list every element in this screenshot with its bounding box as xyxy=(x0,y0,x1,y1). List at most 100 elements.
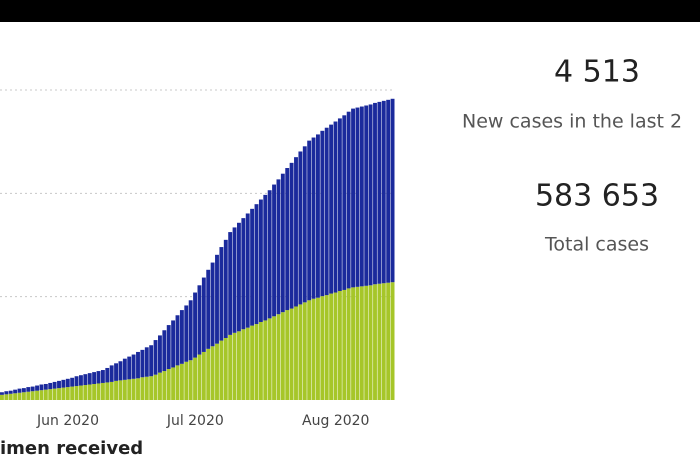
x-tick-label: Jul 2020 xyxy=(166,413,224,429)
bar-segment xyxy=(114,380,118,400)
bar-segment xyxy=(289,162,294,309)
bar-segment xyxy=(188,360,193,400)
bar-segment xyxy=(381,100,386,284)
bar-segment xyxy=(276,314,281,400)
bar-segment xyxy=(26,391,31,400)
bar-segment xyxy=(307,300,312,400)
bar-segment xyxy=(272,184,276,317)
bar-segment xyxy=(13,393,18,400)
bar-segment xyxy=(149,345,154,377)
bar-segment xyxy=(109,365,114,382)
bar-segment xyxy=(166,325,171,369)
bar-segment xyxy=(311,137,316,299)
bar-segment xyxy=(316,297,320,400)
bar-segment xyxy=(241,329,246,400)
bar-segment xyxy=(210,346,215,400)
bar-segment xyxy=(122,358,127,380)
bar-segment xyxy=(324,295,329,400)
bar-segment xyxy=(144,347,149,377)
bar-segment xyxy=(276,179,281,315)
bar-segment xyxy=(100,370,105,383)
bar-segment xyxy=(223,338,228,400)
bar-segment xyxy=(223,239,228,338)
bar-segment xyxy=(258,199,263,322)
bar-segment xyxy=(346,111,351,289)
bar-segment xyxy=(302,302,307,400)
bar-segment xyxy=(57,380,61,389)
bar-segment xyxy=(210,262,215,347)
bar-segment xyxy=(390,98,395,283)
kpi-label: Total cases xyxy=(544,234,649,256)
bar-segment xyxy=(158,372,162,400)
bar-segment xyxy=(158,335,162,373)
bar-segment xyxy=(35,385,39,391)
bar-segment xyxy=(118,361,123,381)
bar-segment xyxy=(206,348,211,400)
bar-segment xyxy=(364,285,369,400)
bar-segment xyxy=(140,349,145,378)
bar-segment xyxy=(136,378,140,400)
bar-segment xyxy=(17,388,22,393)
bar-segment xyxy=(52,381,57,389)
bar-segment xyxy=(386,282,391,400)
bar-segment xyxy=(250,208,255,326)
bar-segment xyxy=(30,386,35,392)
x-tick-label: Jun 2020 xyxy=(36,413,99,429)
bar-segment xyxy=(219,340,224,400)
kpi-value: 583 653 xyxy=(535,179,659,214)
bar-segment xyxy=(43,389,48,400)
bar-segment xyxy=(373,284,377,400)
bar-segment xyxy=(70,386,75,400)
bar-segment xyxy=(48,389,53,400)
bar-segment xyxy=(267,190,272,319)
bar-segment xyxy=(272,316,276,400)
bar-segment xyxy=(285,310,290,400)
bar-segment xyxy=(333,121,338,293)
bar-segment xyxy=(320,296,325,400)
bar-segment xyxy=(0,394,4,400)
bar-segment xyxy=(364,105,369,286)
bar-segment xyxy=(232,332,237,400)
bar-segment xyxy=(127,356,132,380)
bar-segment xyxy=(193,292,197,358)
bar-segment xyxy=(351,108,355,288)
bar-segment xyxy=(381,283,386,400)
bar-segment xyxy=(245,213,250,328)
bar-segment xyxy=(232,227,237,333)
bar-segment xyxy=(294,306,298,400)
bar-segment xyxy=(79,385,83,400)
bar-segment xyxy=(267,318,272,400)
bar-segment xyxy=(368,285,373,400)
top-band xyxy=(0,0,700,22)
bar-segment xyxy=(307,140,312,301)
x-axis-title: imen received xyxy=(0,438,143,459)
bar-segment xyxy=(337,290,342,400)
bar-segment xyxy=(21,392,26,400)
bar-segment xyxy=(52,388,57,400)
bar-segment xyxy=(30,391,35,400)
bar-segment xyxy=(219,247,224,341)
bar-segment xyxy=(92,372,97,384)
bar-segment xyxy=(153,340,158,375)
bar-segment xyxy=(4,391,9,395)
bar-segment xyxy=(83,385,88,400)
bar-segment xyxy=(162,330,167,372)
bar-segment xyxy=(228,334,233,400)
bar-segment xyxy=(61,379,66,388)
bar-segment xyxy=(188,300,193,361)
bar-segment xyxy=(346,288,351,400)
bar-segment xyxy=(193,357,197,400)
bar-segment xyxy=(197,354,202,400)
bar-segment xyxy=(373,102,377,285)
bar-segment xyxy=(70,377,75,387)
bar-segment xyxy=(298,151,303,305)
bar-segment xyxy=(390,282,395,400)
bar-segment xyxy=(74,386,79,400)
bar-segment xyxy=(355,107,360,287)
bar-segment xyxy=(329,293,334,400)
bar-segment xyxy=(280,173,285,313)
bar-segment xyxy=(26,387,31,392)
bar-segment xyxy=(254,324,259,400)
